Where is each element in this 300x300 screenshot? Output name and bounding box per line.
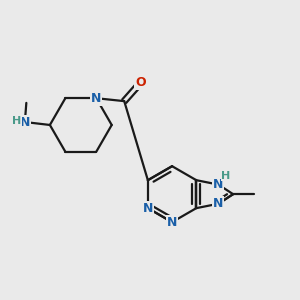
Text: N: N xyxy=(213,197,224,210)
Text: H: H xyxy=(12,116,21,126)
Text: N: N xyxy=(143,202,153,215)
Text: H: H xyxy=(221,171,230,181)
Text: N: N xyxy=(20,116,30,128)
Text: N: N xyxy=(167,216,177,229)
Text: N: N xyxy=(91,92,101,105)
Text: N: N xyxy=(213,178,224,191)
Text: O: O xyxy=(135,76,146,89)
